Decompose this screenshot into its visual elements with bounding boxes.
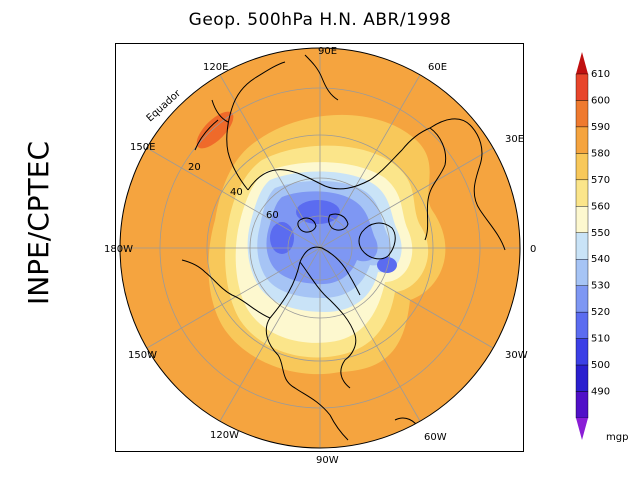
colorbar-level-label: 560 [591,201,610,212]
coastlines [181,54,506,448]
colorbar-swatch [575,179,589,207]
lon-label-150e: 150E [130,142,155,153]
contour-590-high [196,111,234,149]
colorbar: 610600590580570560550540530520510500490 … [575,52,628,443]
colorbar-swatch [575,259,589,286]
lat-label-60: 60 [266,210,279,221]
colorbar-swatch [575,126,589,154]
colorbar-swatch [575,364,589,392]
lon-label-30w: 30W [505,350,528,361]
contour-510-west [270,222,294,254]
longitude-labels: 90E 60E 30E 0 30W 60W 90W 120W 150W 180W… [104,46,536,466]
colorbar-level-label: 530 [591,281,610,292]
colorbar-swatch [575,206,589,233]
contour-520 [266,191,378,285]
colorbar-level-label: 590 [591,122,610,133]
lon-label-90w: 90W [316,455,339,466]
contour-510-east [377,257,397,273]
lon-label-30e: 30E [505,134,524,145]
colorbar-level-label: 570 [591,175,610,186]
colorbar-top-arrow [576,52,588,74]
lon-label-150w: 150W [128,350,157,361]
colorbar-level-label: 580 [591,148,610,159]
lon-label-0: 0 [530,244,536,255]
colorbar-level-label: 550 [591,228,610,239]
colorbar-level-label: 540 [591,254,610,265]
colorbar-swatch [575,391,589,419]
lon-label-180w: 180W [104,244,133,255]
colorbar-level-label: 510 [591,334,610,345]
contour-510-north [296,200,340,224]
map-title: Geop. 500hPa H.N. ABR/1998 [188,10,452,30]
lon-label-60w: 60W [424,432,447,443]
colorbar-level-label: 610 [591,69,610,80]
colorbar-swatch [575,311,589,339]
lon-label-120e: 120E [203,62,228,73]
colorbar-swatch [575,285,589,313]
colorbar-swatch [575,153,589,181]
colorbar-unit: mgp [606,432,628,443]
colorbar-level-label: 520 [591,307,610,318]
colorbar-swatch [575,100,589,128]
colorbar-level-label: 500 [591,360,610,371]
map-boundary [119,47,521,449]
graticule [120,48,520,448]
colorbar-level-label: 490 [591,387,610,398]
lat-label-40: 40 [230,187,243,198]
colorbar-level-label: 600 [591,95,610,106]
lat-label-20: 20 [188,162,201,173]
colorbar-swatch [575,73,589,101]
lon-label-60e: 60E [428,62,447,73]
lon-label-120w: 120W [210,430,239,441]
lon-label-90e: 90E [318,46,337,57]
colorbar-bottom-arrow [576,418,588,440]
colorbar-swatch [575,232,589,260]
map-frame [115,43,524,452]
colorbar-swatch [575,338,589,366]
